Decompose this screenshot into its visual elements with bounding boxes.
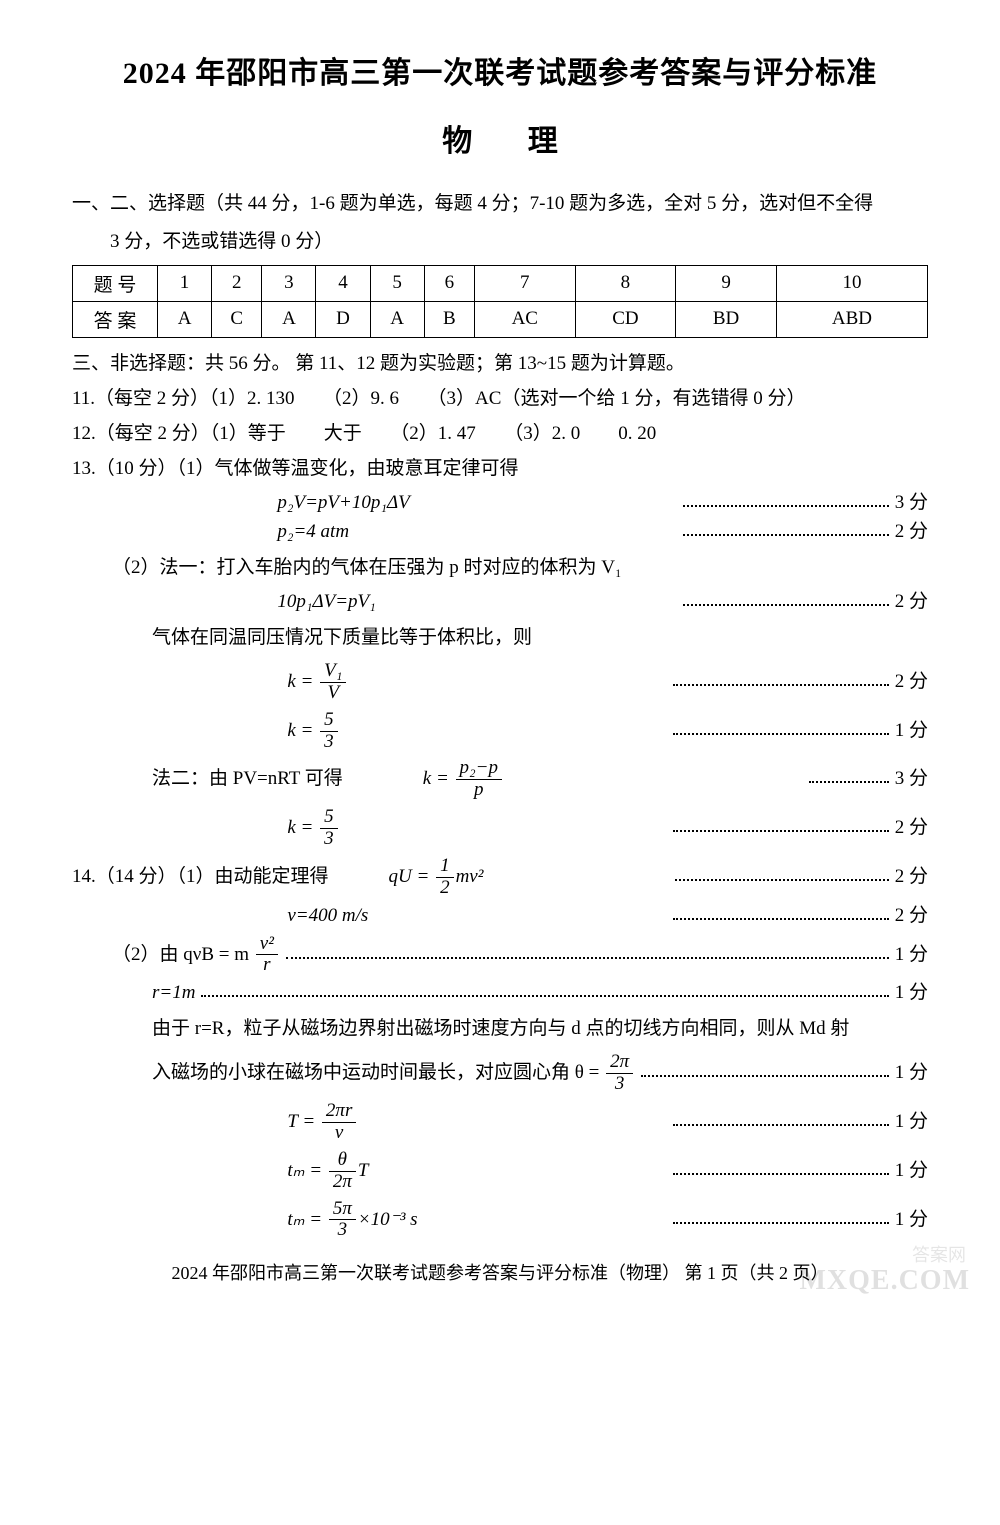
q14-eq6: tₘ = θ2πT 1 分 [72,1150,928,1193]
q13-eq6: k = 53 2 分 [72,807,928,850]
mc-heading-2: 3 分，不选或错选得 0 分） [72,226,928,258]
q13-eq1b: p₂=4 atm 2 分 [72,521,928,544]
q13-eq1: p₂V=pV+10p₁ΔV 3 分 [72,492,928,515]
q14-eq1b: ν=400 m/s 2 分 [72,905,928,928]
table-row: 题 号 1 2 3 4 5 6 7 8 9 10 [73,265,928,301]
q14-line0: 14.（14 分）（1）由动能定理得 qU = 12mν² 2 分 [72,856,928,899]
q14-eq7: tₘ = 5π3×10⁻³ s 1 分 [72,1199,928,1242]
q13-method2: 法二：由 PV=nRT 可得 k = p₂−pp 3 分 [72,758,928,801]
q14-eq5: T = 2πrν 1 分 [72,1101,928,1144]
q12: 12.（每空 2 分）（1）等于 大于 （2）1. 47 （3）2. 0 0. … [72,416,928,451]
q13-eq3: k = V₁V 2 分 [72,661,928,704]
q14-line4a: 由于 r=R，粒子从磁场边界射出磁场时速度方向与 d 点的切线方向相同，则从 M… [72,1011,928,1046]
q13-line3: 气体在同温同压情况下质量比等于体积比，则 [72,620,928,655]
q14-line4b: 入磁场的小球在磁场中运动时间最长，对应圆心角 θ = 2π3 1 分 [72,1052,928,1095]
free-heading: 三、非选择题：共 56 分。 第 11、12 题为实验题；第 13~15 题为计… [72,346,928,381]
answer-table: 题 号 1 2 3 4 5 6 7 8 9 10 答 案 A C A D A B… [72,265,928,338]
subject-title: 物 理 [72,116,928,160]
page-footer: 2024 年邵阳市高三第一次联考试题参考答案与评分标准（物理） 第 1 页（共 … [72,1259,928,1285]
q14-line2: （2）由 qνB = m ν²r 1 分 [72,934,928,977]
q13-eq4: k = 53 1 分 [72,710,928,753]
q13-eq2a: 10p₁ΔV=pV₁ 2 分 [72,591,928,614]
q14-eq3: r=1m 1 分 [72,982,928,1005]
page-title: 2024 年邵阳市高三第一次联考试题参考答案与评分标准 [72,48,928,92]
mc-heading-1: 一、二、选择题（共 44 分，1-6 题为单选，每题 4 分；7-10 题为多选… [72,188,928,220]
row-label: 答 案 [73,301,158,337]
q13-line: 13.（10 分）（1）气体做等温变化，由玻意耳定律可得 [72,451,928,486]
row-label: 题 号 [73,265,158,301]
q11: 11.（每空 2 分）（1）2. 130 （2）9. 6 （3）AC（选对一个给… [72,381,928,416]
table-row: 答 案 A C A D A B AC CD BD ABD [73,301,928,337]
q13-line2: （2）法一：打入车胎内的气体在压强为 p 时对应的体积为 V₁ [72,550,928,585]
